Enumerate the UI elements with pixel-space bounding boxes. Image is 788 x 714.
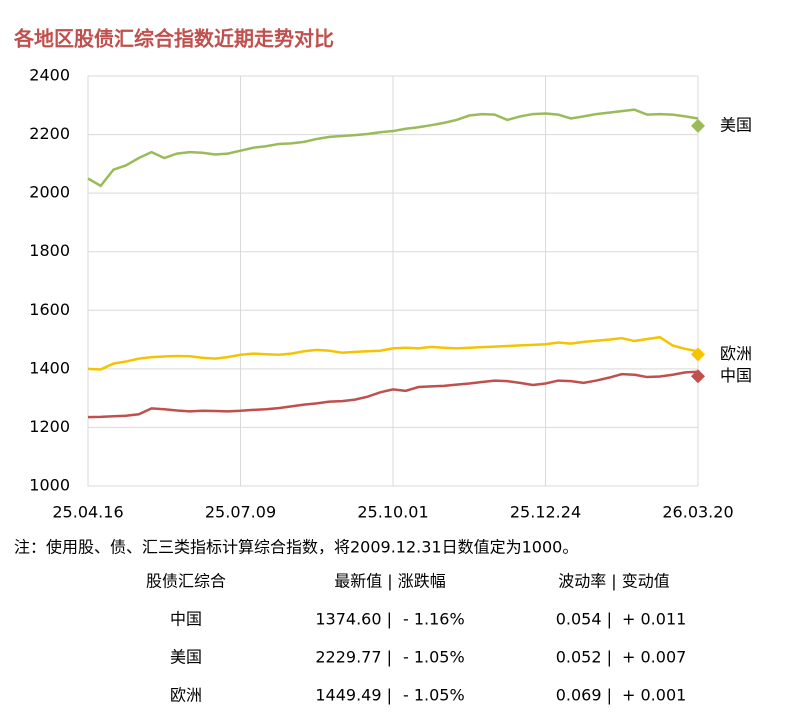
table-cell: - 1.05% — [403, 686, 465, 705]
table-cell: 欧洲 — [170, 686, 202, 705]
table-cell: + 0.001 — [622, 686, 686, 705]
table-cell: 1374.60 | — [315, 610, 392, 629]
y-tick-label: 2400 — [29, 66, 70, 85]
y-tick-label: 2000 — [29, 183, 70, 202]
table-cell: 1449.49 | — [315, 686, 392, 705]
x-tick-label: 25.10.01 — [357, 503, 428, 522]
chart-title: 各地区股债汇综合指数近期走势对比 — [13, 27, 334, 51]
table-header: 股债汇综合 — [146, 572, 226, 591]
legend-label: 欧洲 — [720, 344, 752, 363]
series-line — [87, 108, 699, 188]
y-tick-label: 1200 — [29, 417, 70, 436]
table-cell: + 0.007 — [622, 648, 686, 667]
end-marker — [691, 369, 705, 384]
series-line — [87, 335, 699, 371]
table-cell: 0.054 | — [556, 610, 612, 629]
table-header: 最新值 | 涨跌幅 — [334, 572, 446, 591]
table-cell: 2229.77 | — [315, 648, 392, 667]
y-tick-label: 1000 — [29, 476, 70, 495]
table-cell: 中国 — [170, 610, 202, 629]
note: 注：使用股、债、汇三类指标计算综合指数，将2009.12.31日数值定为1000… — [14, 538, 578, 557]
table-cell: + 0.011 — [622, 610, 686, 629]
table-cell: 0.069 | — [556, 686, 612, 705]
x-tick-label: 25.04.16 — [52, 503, 123, 522]
table-header: 波动率 | 变动值 — [558, 572, 670, 591]
table-cell: - 1.16% — [403, 610, 465, 629]
table-cell: 0.052 | — [556, 648, 612, 667]
table-cell: - 1.05% — [403, 648, 465, 667]
y-tick-label: 1400 — [29, 358, 70, 377]
series-line — [87, 370, 699, 419]
legend-label: 美国 — [720, 115, 752, 134]
x-tick-label: 26.03.20 — [662, 503, 733, 522]
y-tick-label: 1600 — [29, 300, 70, 319]
table-cell: 美国 — [170, 648, 202, 667]
end-marker — [691, 118, 705, 133]
y-tick-label: 2200 — [29, 124, 70, 143]
x-tick-label: 25.12.24 — [510, 503, 581, 522]
x-tick-label: 25.07.09 — [205, 503, 276, 522]
end-marker — [691, 347, 705, 362]
legend-label: 中国 — [720, 366, 752, 385]
y-tick-label: 1800 — [29, 241, 70, 260]
